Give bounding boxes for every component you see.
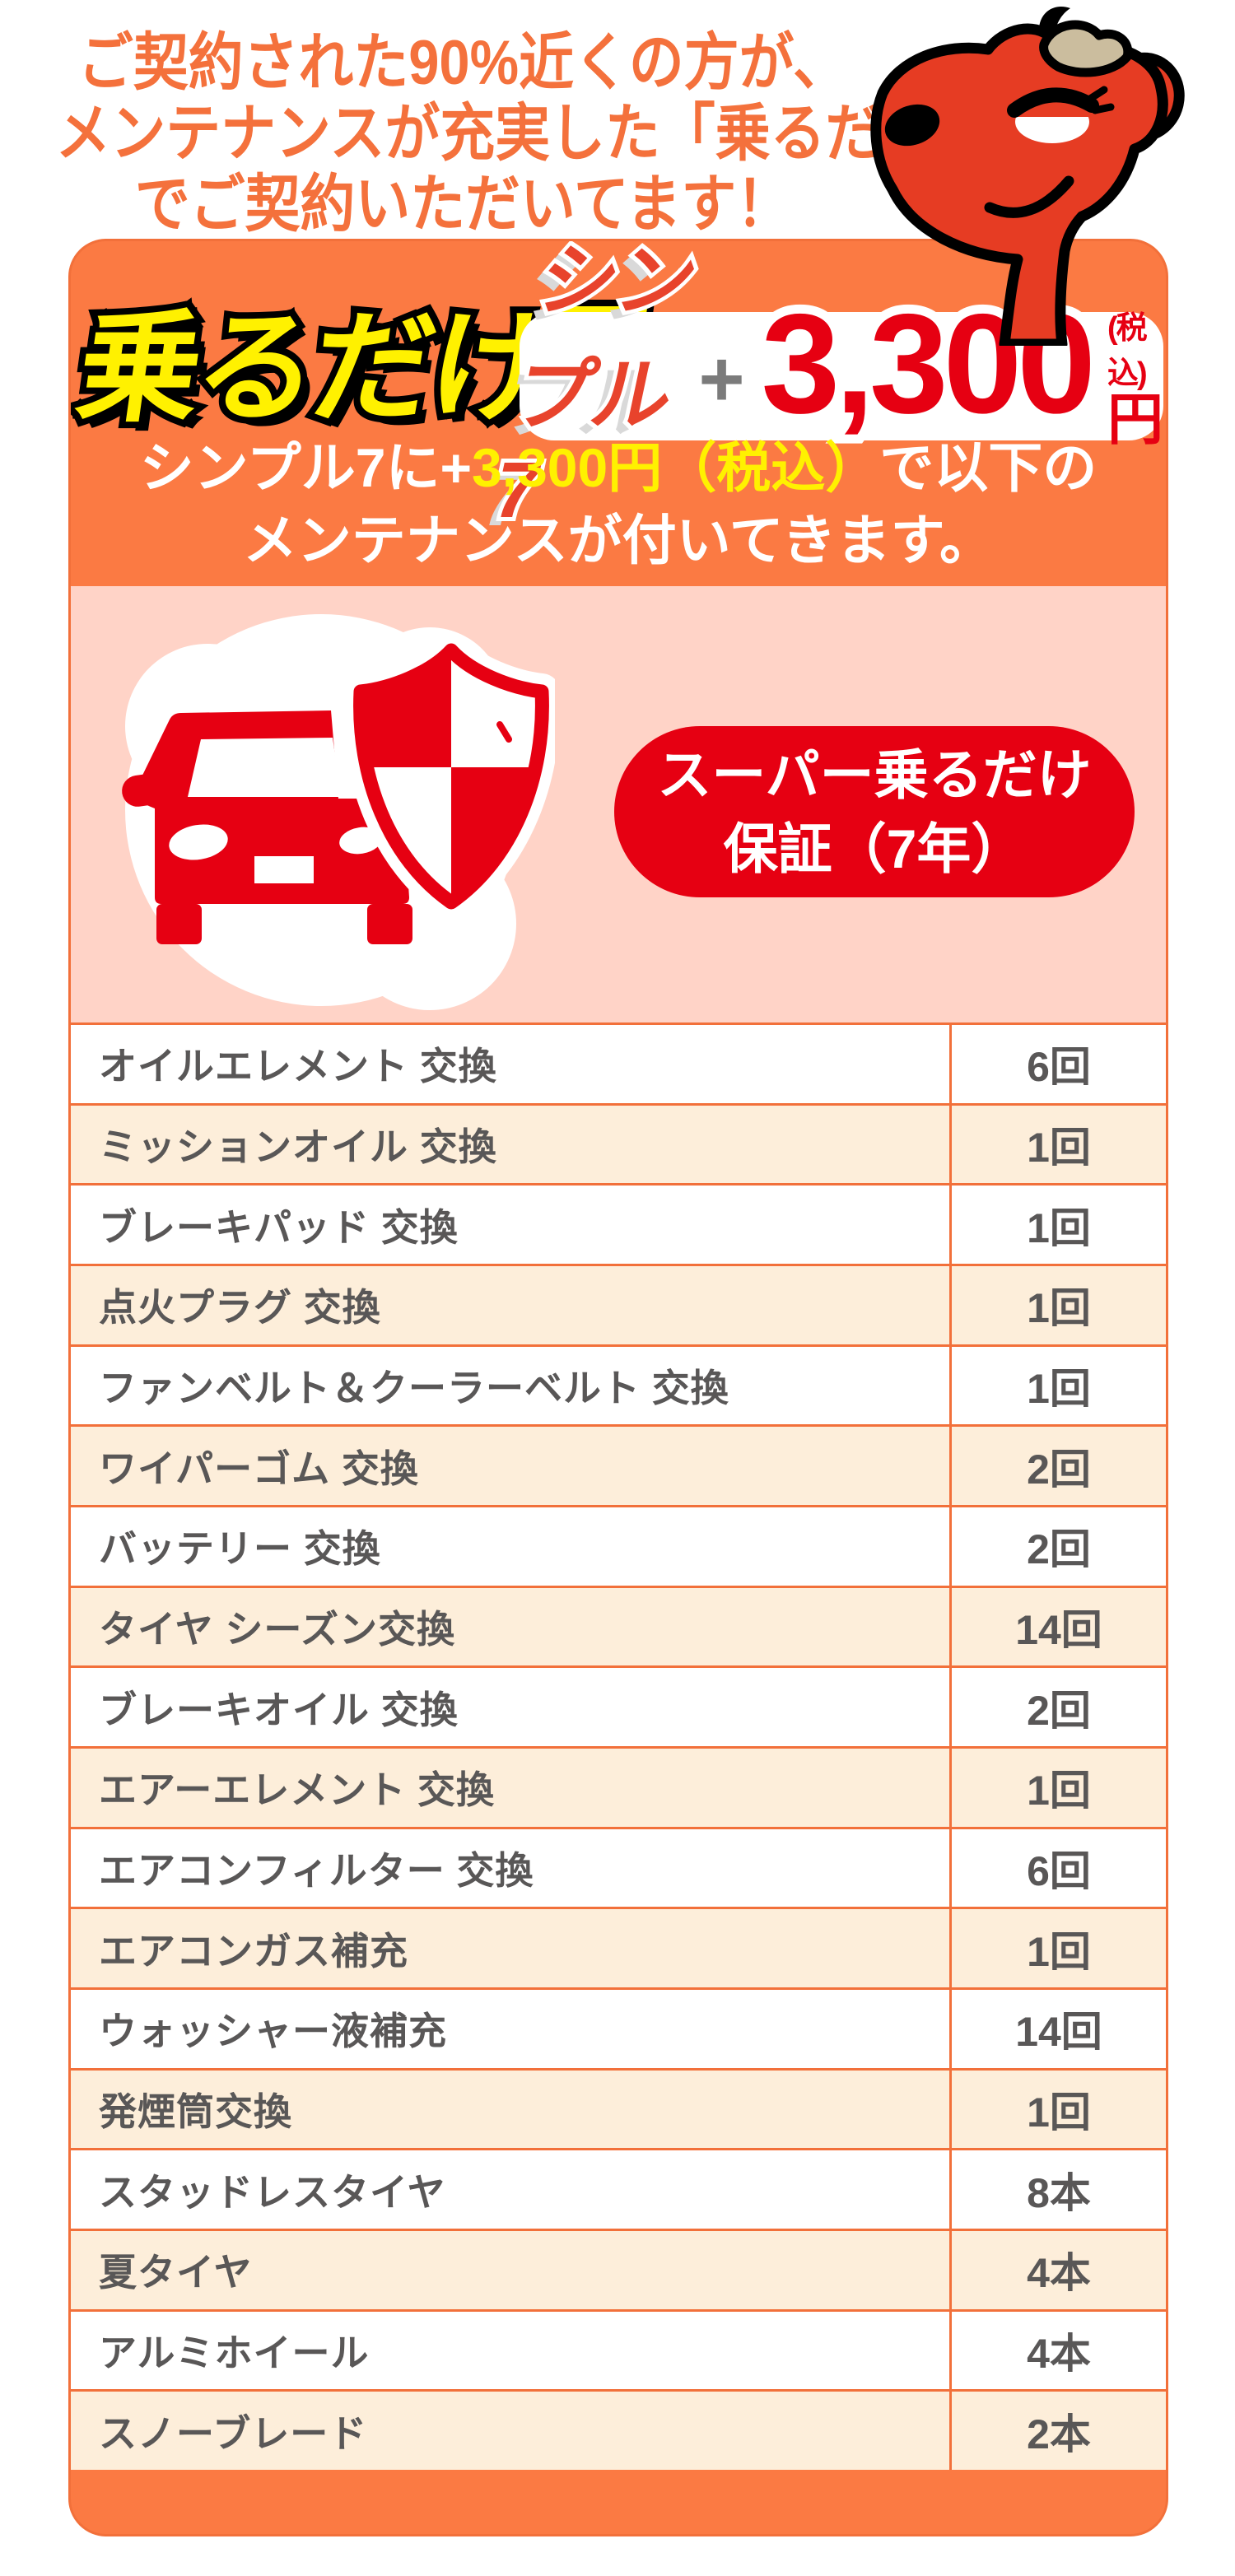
- table-row: 発煙筒交換 1回: [71, 2067, 1166, 2149]
- tagline: シンプル7に+3,300円（税込）で以下の メンテナンスが付いてきます。: [71, 431, 1166, 576]
- table-row: スタッドレスタイヤ 8本: [71, 2148, 1166, 2229]
- maintenance-item-count: 14回: [949, 1990, 1166, 2068]
- maintenance-item-label: 点火プラグ 交換: [99, 1286, 381, 1330]
- plan-card: 乗るだけ7 シンプル7 + 3,300 (税込) 円 シンプル7に+3,300円…: [68, 239, 1168, 2536]
- price-unit: (税込) 円: [1107, 302, 1163, 451]
- red-cow-mascot: [870, 6, 1185, 346]
- maintenance-item-label: エアーエレメント 交換: [99, 1768, 496, 1812]
- maintenance-item-count: 8本: [949, 2150, 1166, 2229]
- car-shield-icon: [122, 614, 555, 1010]
- maintenance-item-count: 6回: [949, 1828, 1166, 1908]
- heading-line-3: でご契約いただいてます！: [134, 170, 792, 240]
- maintenance-item-count: 2回: [949, 1427, 1166, 1506]
- top-heading: ご契約された90%近くの方が、 メンテナンスが充実した「乗るだけ7」 でご契約い…: [0, 28, 1022, 240]
- table-row: オイルエレメント 交換 6回: [71, 1025, 1166, 1103]
- tagline-line-1: シンプル7に+3,300円（税込）で以下の: [139, 437, 1098, 498]
- maintenance-item-label: エアコンガス補充: [99, 1929, 408, 1973]
- table-row: エアコンガス補充 1回: [71, 1907, 1166, 1988]
- maintenance-item-count: 14回: [949, 1587, 1166, 1666]
- heading-line-1: ご契約された90%近くの方が、: [77, 28, 849, 98]
- maintenance-item-label: ファンベルト＆クーラーベルト 交換: [99, 1367, 729, 1410]
- maintenance-item-count: 1回: [949, 1186, 1166, 1265]
- maintenance-item-count: 1回: [949, 1105, 1166, 1184]
- maintenance-item-label: ブレーキオイル 交換: [99, 1688, 459, 1731]
- guarantee-section: スーパー乗るだけ 保証（7年）: [71, 586, 1166, 1022]
- maintenance-item-count: 2本: [949, 2392, 1166, 2471]
- table-row: ブレーキパッド 交換 1回: [71, 1183, 1166, 1265]
- maintenance-item-count: 1回: [949, 1749, 1166, 1827]
- maintenance-item-count: 1回: [949, 1909, 1166, 1988]
- tax-included-note: (税込): [1107, 311, 1148, 391]
- maintenance-item-count: 2回: [949, 1668, 1166, 1747]
- maintenance-item-label: エアコンフィルター 交換: [99, 1849, 534, 1893]
- maintenance-table: オイルエレメント 交換 6回 ミッションオイル 交換 1回 ブレーキパッド 交換 1回 点火…: [71, 1022, 1166, 2471]
- tagline-price-highlight: 3,300円（税込）: [472, 437, 880, 498]
- maintenance-item-label: オイルエレメント 交換: [99, 1045, 497, 1088]
- logo-text: 乗るだけ: [71, 268, 561, 445]
- table-row: タイヤ シーズン交換 14回: [71, 1585, 1166, 1666]
- maintenance-item-count: 1回: [949, 1346, 1166, 1425]
- table-row: エアーエレメント 交換 1回: [71, 1746, 1166, 1827]
- maintenance-item-label: 夏タイヤ: [99, 2251, 253, 2294]
- yen-unit: 円: [1107, 389, 1163, 451]
- table-row: ワイパーゴム 交換 2回: [71, 1424, 1166, 1506]
- plus-sign: +: [698, 335, 745, 423]
- maintenance-item-count: 4本: [949, 2231, 1166, 2309]
- maintenance-item-label: ブレーキパッド 交換: [99, 1205, 459, 1249]
- maintenance-item-label: スタッドレスタイヤ: [99, 2170, 446, 2214]
- maintenance-item-count: 1回: [949, 2070, 1166, 2149]
- guarantee-badge-line-1: スーパー乗るだけ: [657, 744, 1092, 805]
- maintenance-item-count: 1回: [949, 1266, 1166, 1344]
- table-row: ファンベルト＆クーラーベルト 交換 1回: [71, 1344, 1166, 1425]
- guarantee-badge: スーパー乗るだけ 保証（7年）: [614, 726, 1135, 897]
- table-row: ブレーキオイル 交換 2回: [71, 1665, 1166, 1747]
- table-row: 点火プラグ 交換 1回: [71, 1264, 1166, 1344]
- maintenance-item-label: アルミホイール: [99, 2331, 370, 2375]
- maintenance-item-label: タイヤ シーズン交換: [99, 1608, 456, 1651]
- maintenance-item-label: ウォッシャー液補充: [99, 2010, 447, 2053]
- tagline-line-2: メンテナンスが付いてきます。: [242, 510, 995, 571]
- table-row: エアコンフィルター 交換 6回: [71, 1826, 1166, 1908]
- table-row: バッテリー 交換 2回: [71, 1505, 1166, 1586]
- table-row: ミッションオイル 交換 1回: [71, 1102, 1166, 1184]
- guarantee-badge-line-2: 保証（7年）: [723, 818, 1026, 879]
- maintenance-item-label: バッテリー 交換: [99, 1527, 381, 1571]
- heading-line-2: メンテナンスが充実した「乗るだけ7」: [55, 99, 1022, 169]
- table-row: ウォッシャー液補充 14回: [71, 1987, 1166, 2068]
- table-row: 夏タイヤ 4本: [71, 2229, 1166, 2309]
- maintenance-item-count: 4本: [949, 2311, 1166, 2390]
- maintenance-item-label: ワイパーゴム 交換: [99, 1446, 419, 1490]
- table-row: スノーブレード 2本: [71, 2389, 1166, 2471]
- maintenance-item-label: 発煙筒交換: [99, 2090, 292, 2134]
- table-row: アルミホイール 4本: [71, 2308, 1166, 2390]
- maintenance-item-count: 6回: [949, 1025, 1166, 1103]
- maintenance-item-label: スノーブレード: [99, 2411, 368, 2455]
- maintenance-item-count: 2回: [949, 1507, 1166, 1586]
- maintenance-item-label: ミッションオイル 交換: [99, 1125, 497, 1168]
